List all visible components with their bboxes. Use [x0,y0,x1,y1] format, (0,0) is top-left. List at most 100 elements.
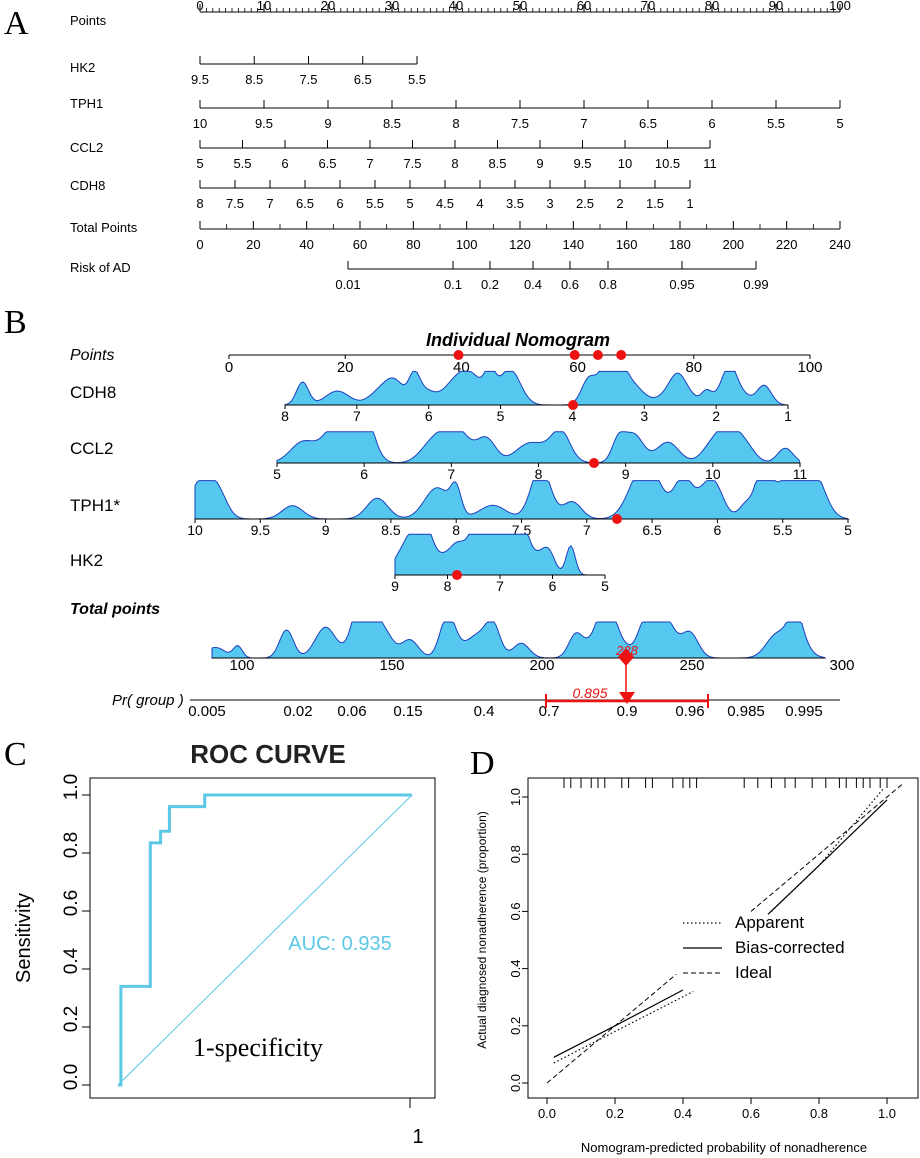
nomogram-a-row-2: TPH1 10 9.5 9 8.5 8 7.5 7 6.5 6 5.5 5 [70,96,844,131]
individual-row-3: HK2 9 8 7 6 5 [70,533,609,594]
calibration-line-bias-corrected [553,989,684,1058]
legend-label: Bias-corrected [735,938,845,957]
density-area [276,431,801,464]
tick-label: 6.5 [318,156,336,171]
x-tick-label: 0.0 [538,1106,556,1121]
tick-label: 40 [299,237,313,252]
tick-label: 0.01 [335,277,360,292]
individual-row-0: CDH8 8 7 6 5 4 3 2 1 [70,370,792,424]
density-area [394,533,605,576]
tick-label: 5 [196,156,203,171]
tick-label: 7 [366,156,373,171]
tick-label: 9 [391,578,399,594]
row-label: HK2 [70,551,103,570]
tick-label: 6 [336,196,343,211]
tick-label: 100 [829,0,851,13]
y-tick-label: 0.0 [61,1064,82,1090]
tick-label: 10 [257,0,271,13]
tick-label: 0.2 [481,277,499,292]
tick-label: 9 [622,466,630,482]
row-label: Risk of AD [70,260,131,275]
tick-label: 150 [379,657,404,674]
roc-y-axis-label: Sensitivity [13,893,35,983]
y-tick-label: 0.4 [61,947,82,974]
tick-label: 5 [406,196,413,211]
calibration-line-bias-corrected [767,799,888,915]
tick-label: 6.5 [296,196,314,211]
x-tick-label: 0.2 [606,1106,624,1121]
roc-x-annotation: 1-specificity [193,1033,323,1062]
tick-label: 4 [476,196,483,211]
tick-label: 8 [535,466,543,482]
tick-label: 5 [836,116,843,131]
tick-label: 0 [196,237,203,252]
individual-row-1: CCL2 5 6 7 8 9 10 11 [70,431,808,482]
y-tick-label: 0.6 [61,890,82,916]
selected-point-dot [453,350,464,360]
tick-label: 200 [722,237,744,252]
roc-reference-line [117,794,413,1086]
density-area [211,621,827,659]
calibration-plot-frame [527,777,919,1099]
tick-label: 11 [793,466,808,482]
roc-plot-frame [89,777,436,1099]
roc-title: ROC CURVE [190,739,346,769]
probability-value: 0.895 [572,685,607,701]
tick-label: 8.5 [383,116,401,131]
tick-label: 0.02 [283,703,312,720]
tick-label: 7 [496,578,504,594]
tick-label: 60 [569,359,586,376]
tick-label: 8 [451,156,458,171]
tick-label: 8 [452,522,460,538]
y-tick-label: 0.0 [508,1074,523,1092]
panel-b-title: Individual Nomogram [426,330,610,350]
probability-marker [619,692,635,704]
tick-label: 9.5 [573,156,591,171]
tick-label: 8 [444,578,452,594]
tick-label: 5.5 [366,196,384,211]
panel-d-calibration-plot: D 0.0 0.2 0.4 0.6 0.8 1.0 0.0 0.2 0.4 0.6 0.8 1.0 No… [470,745,919,1155]
tick-label: 6 [281,156,288,171]
tick-label: 160 [616,237,638,252]
tick-label: 6.5 [354,72,372,87]
tick-label: 8 [196,196,203,211]
row-label: CDH8 [70,178,105,193]
tick-label: 90 [769,0,783,13]
tick-label: 3 [640,408,648,424]
legend-label: Ideal [735,963,772,982]
roc-auc-label: AUC: 0.935 [288,933,391,955]
y-tick-label: 1.0 [61,774,82,800]
tick-label: 4.5 [436,196,454,211]
tick-label: 7.5 [226,196,244,211]
tick-label: 50 [513,0,527,13]
individual-row-2: TPH1*10 9.5 9 8.5 8 7.5 7 6.5 6 5.5 5 [70,480,852,538]
tick-label: 10.5 [655,156,680,171]
tick-label: 0.995 [785,703,823,720]
tick-label: 1.5 [646,196,664,211]
tick-label: 7.5 [511,116,529,131]
calibration-line-ideal [750,782,905,912]
calibration-line-ideal [546,973,677,1084]
tick-label: 5.5 [408,72,426,87]
tick-label: 80 [406,237,420,252]
tick-label: 0.06 [337,703,366,720]
tick-label: 11 [703,156,717,171]
tick-label: 80 [705,0,719,13]
tick-label: 20 [246,237,260,252]
tick-label: 9 [536,156,543,171]
tick-label: 7.5 [403,156,421,171]
x-tick-label: 0.6 [742,1106,760,1121]
tick-label: 1 [784,408,792,424]
selected-point-dot [616,350,627,360]
tick-label: 7.5 [299,72,317,87]
tick-label: 7 [580,116,587,131]
tick-label: 5 [273,466,281,482]
nomogram-a-row-3: CCL2 5 5.5 6 6.5 7 7.5 8 8.5 9 9.5 10 10.5 11 [70,140,717,171]
tick-label: 10 [193,116,207,131]
tick-label: 5 [601,578,609,594]
calibration-x-axis-label: Nomogram-predicted probability of nonadh… [581,1140,867,1155]
probability-label: Pr( group ) [112,692,184,709]
tick-label: 5.5 [233,156,251,171]
